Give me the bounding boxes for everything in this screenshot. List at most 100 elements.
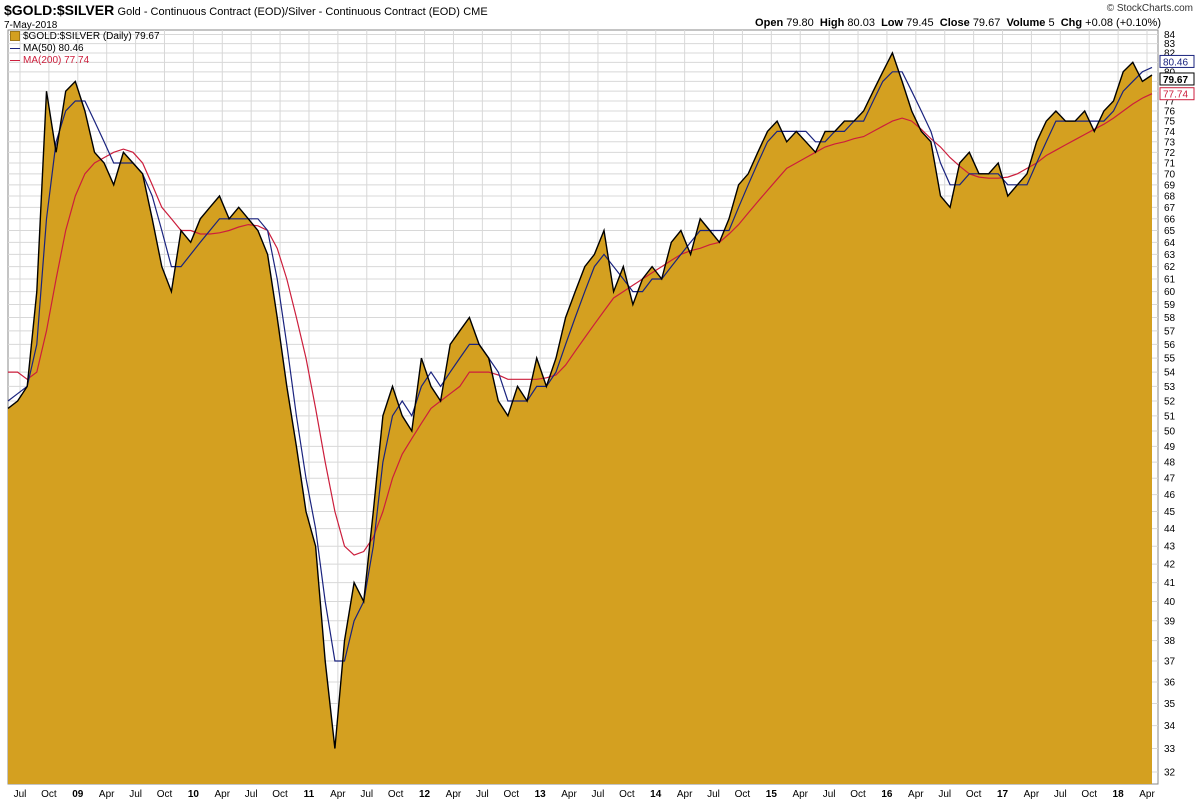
x-tick-label: 12 xyxy=(419,789,431,800)
x-tick-label: 16 xyxy=(881,789,893,800)
x-tick-label: 17 xyxy=(997,789,1009,800)
y-tick-label: 58 xyxy=(1164,313,1176,324)
legend-ma200: MA(200) 77.74 xyxy=(10,55,160,67)
x-tick-label: Apr xyxy=(99,789,115,800)
x-tick-label: 18 xyxy=(1113,789,1125,800)
y-tick-label: 73 xyxy=(1164,137,1176,148)
y-tick-label: 62 xyxy=(1164,262,1176,273)
y-tick-label: 49 xyxy=(1164,442,1176,453)
y-tick-label: 67 xyxy=(1164,203,1176,214)
x-tick-label: Jul xyxy=(360,789,373,800)
legend-ma50: MA(50) 80.46 xyxy=(10,43,160,55)
y-tick-label: 71 xyxy=(1164,159,1176,170)
x-tick-label: Oct xyxy=(1081,789,1097,800)
value-tag-label: 79.67 xyxy=(1163,75,1188,86)
legend-price: $GOLD:$SILVER (Daily) 79.67 xyxy=(10,31,160,43)
x-tick-label: Oct xyxy=(41,789,57,800)
x-tick-label: Oct xyxy=(735,789,751,800)
high-value: 80.03 xyxy=(847,17,875,29)
x-axis: Jul Oct 09 Apr Jul Oct 10 Apr Jul Oct 11 Apr Jul Oct 1… xyxy=(14,789,1156,800)
symbol-label: $GOLD:$SILVER xyxy=(4,2,115,18)
y-tick-label: 47 xyxy=(1164,474,1176,485)
x-tick-label: Jul xyxy=(823,789,836,800)
x-tick-label: Jul xyxy=(707,789,720,800)
open-value: 79.80 xyxy=(786,17,814,29)
close-label: Close xyxy=(939,17,970,29)
y-tick-label: 60 xyxy=(1164,287,1176,298)
ma200-line xyxy=(8,93,1153,556)
y-tick-label: 41 xyxy=(1164,578,1176,589)
value-tag-label: 80.46 xyxy=(1163,57,1188,68)
y-tick-label: 37 xyxy=(1164,657,1176,668)
series-layer xyxy=(7,51,1153,784)
x-tick-label: Oct xyxy=(619,789,635,800)
x-tick-label: Apr xyxy=(330,789,346,800)
y-tick-label: 53 xyxy=(1164,382,1176,393)
chart-title: $GOLD:$SILVER Gold - Continuous Contract… xyxy=(4,2,488,18)
x-tick-label: Oct xyxy=(272,789,288,800)
x-tick-label: Jul xyxy=(938,789,951,800)
y-tick-label: 56 xyxy=(1164,340,1176,351)
x-tick-label: 15 xyxy=(766,789,778,800)
ma200-swatch xyxy=(10,59,20,61)
y-tick-label: 48 xyxy=(1164,458,1176,469)
x-tick-label: Apr xyxy=(446,789,462,800)
x-tick-label: Jul xyxy=(476,789,489,800)
y-tick-label: 38 xyxy=(1164,636,1176,647)
y-tick-label: 43 xyxy=(1164,542,1176,553)
y-tick-label: 64 xyxy=(1164,238,1176,249)
y-tick-label: 66 xyxy=(1164,214,1176,225)
y-tick-label: 61 xyxy=(1164,275,1176,286)
x-tick-label: Oct xyxy=(503,789,519,800)
y-axis: 32 33 34 35 36 37 38 39 40 41 42 43 44 45 46 47 48 49 50 51… xyxy=(1164,30,1176,778)
x-tick-label: Apr xyxy=(908,789,924,800)
y-tick-label: 39 xyxy=(1164,616,1176,627)
exchange-label: CME xyxy=(463,6,488,18)
x-tick-label: Apr xyxy=(215,789,231,800)
y-tick-label: 75 xyxy=(1164,117,1176,128)
value-tag-box xyxy=(1159,54,1195,68)
y-tick-label: 84 xyxy=(1164,30,1176,41)
x-tick-label: 13 xyxy=(535,789,547,800)
y-tick-label: 42 xyxy=(1164,560,1176,571)
y-tick-label: 83 xyxy=(1164,39,1176,50)
y-tick-label: 69 xyxy=(1164,180,1176,191)
y-tick-label: 76 xyxy=(1164,107,1176,118)
x-tick-label: 10 xyxy=(188,789,200,800)
volume-value: 5 xyxy=(1048,17,1055,29)
y-tick-label: 55 xyxy=(1164,354,1176,365)
chart-legend: $GOLD:$SILVER (Daily) 79.67 MA(50) 80.46… xyxy=(10,31,160,67)
y-tick-label: 45 xyxy=(1164,507,1176,518)
x-tick-label: Jul xyxy=(1054,789,1067,800)
ma50-line xyxy=(7,66,1153,662)
y-tick-label: 54 xyxy=(1164,368,1176,379)
chart-date: 7-May-2018 xyxy=(4,20,58,31)
ma50-swatch xyxy=(10,47,20,49)
x-tick-label: Oct xyxy=(388,789,404,800)
x-tick-label: Jul xyxy=(14,789,27,800)
x-tick-label: Jul xyxy=(592,789,605,800)
x-tick-label: Apr xyxy=(792,789,808,800)
x-tick-label: Oct xyxy=(157,789,173,800)
x-tick-label: 09 xyxy=(72,789,84,800)
y-tick-label: 65 xyxy=(1164,226,1176,237)
price-swatch xyxy=(10,31,20,42)
y-tick-label: 51 xyxy=(1164,411,1176,422)
y-tick-label: 72 xyxy=(1164,148,1176,159)
chg-value: +0.08 (+0.10%) xyxy=(1085,17,1161,29)
y-tick-label: 59 xyxy=(1164,300,1176,311)
y-tick-label: 82 xyxy=(1164,48,1176,59)
y-tick-label: 50 xyxy=(1164,426,1176,437)
y-tick-label: 36 xyxy=(1164,677,1176,688)
y-tick-label: 77 xyxy=(1164,97,1176,108)
x-tick-label: Oct xyxy=(966,789,982,800)
quote-bar: Open 79.80 High 80.03 Low 79.45 Close 79… xyxy=(755,17,1161,29)
legend-ma200-label: MA(200) 77.74 xyxy=(23,55,90,66)
legend-ma50-label: MA(50) 80.46 xyxy=(23,43,84,54)
price-area xyxy=(8,52,1152,784)
open-label: Open xyxy=(755,17,784,29)
value-tags: 80.46 79.67 77.74 xyxy=(1159,54,1195,101)
value-tag-box xyxy=(1159,87,1195,101)
x-tick-label: Jul xyxy=(245,789,258,800)
